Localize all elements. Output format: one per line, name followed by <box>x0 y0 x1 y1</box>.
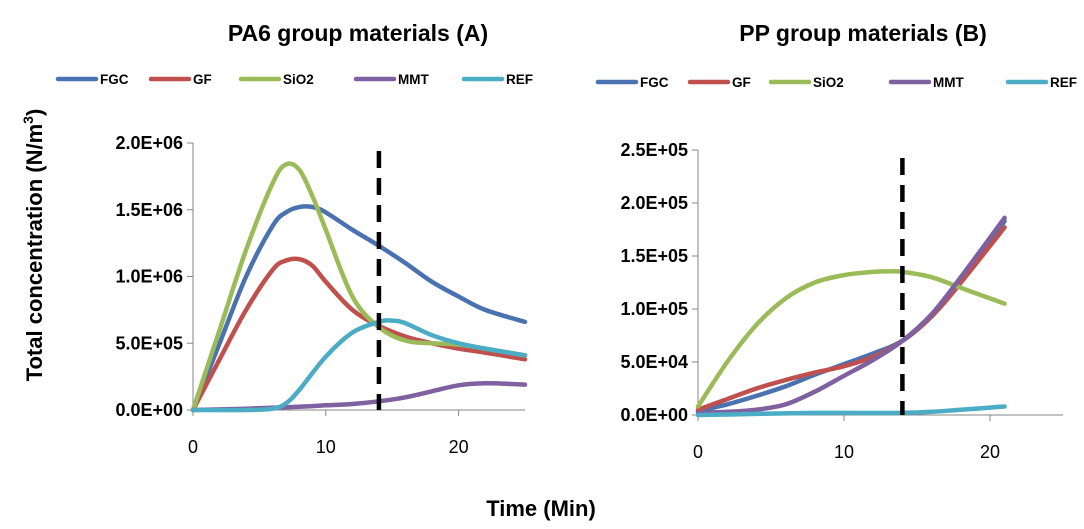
legend-label-fgc: FGC <box>100 72 129 87</box>
y-tick-label: 1.0E+05 <box>620 299 688 319</box>
chart-title: PP group materials (B) <box>739 20 987 46</box>
panel-pa6: PA6 group materials (A) FGC GF SiO2 MMT REF 0.… <box>55 20 533 457</box>
series-line-sio2 <box>695 269 1007 409</box>
y-tick-label: 2.5E+05 <box>620 140 688 160</box>
legend-label-gf: GF <box>193 72 212 87</box>
legend-label-mmt: MMT <box>933 75 964 90</box>
y-tick-label: 1.0E+06 <box>115 267 183 287</box>
legend-label-ref: REF <box>506 72 533 87</box>
y-tick-label: 5.0E+05 <box>115 333 183 353</box>
series-line-ref <box>190 318 528 413</box>
x-tick-label: 20 <box>449 437 469 457</box>
series-line-sio2 <box>190 161 528 413</box>
legend-label-mmt: MMT <box>398 72 429 87</box>
panel-pp: PP group materials (B) FGC GF SiO2 MMT REF 0.0… <box>595 20 1077 462</box>
y-tick-label: 0.0E+00 <box>620 405 688 425</box>
y-tick-label: 2.0E+06 <box>115 133 183 153</box>
x-tick-label: 0 <box>693 442 703 462</box>
series-line-mmt <box>190 381 528 413</box>
y-tick-label: 0.0E+00 <box>115 400 183 420</box>
legend-label-ref: REF <box>1050 75 1077 90</box>
y-axis-label: Total concentration (N/m3) <box>20 109 47 382</box>
y-tick-label: 1.5E+06 <box>115 200 183 220</box>
x-tick-label: 20 <box>980 442 1000 462</box>
x-axis-label: Time (Min) <box>486 496 596 521</box>
legend-label-fgc: FGC <box>640 75 669 90</box>
legend-label-sio2: SiO2 <box>283 72 314 87</box>
series-line-fgc <box>190 204 528 413</box>
x-tick-label: 10 <box>316 437 336 457</box>
legend-label-sio2: SiO2 <box>813 75 844 90</box>
y-axis-label-close: ) <box>22 109 47 116</box>
y-tick-label: 1.5E+05 <box>620 246 688 266</box>
y-axis-label-main: Total concentration (N/m <box>22 124 47 382</box>
y-axis-label-superscript: 3 <box>20 116 36 124</box>
chart-title: PA6 group materials (A) <box>228 20 488 46</box>
x-tick-label: 10 <box>834 442 854 462</box>
series-line-mmt <box>695 215 1007 416</box>
x-tick-label: 0 <box>188 437 198 457</box>
y-tick-label: 2.0E+05 <box>620 193 688 213</box>
legend-label-gf: GF <box>732 75 751 90</box>
y-tick-label: 5.0E+04 <box>620 352 688 372</box>
series-line-gf <box>190 256 528 413</box>
